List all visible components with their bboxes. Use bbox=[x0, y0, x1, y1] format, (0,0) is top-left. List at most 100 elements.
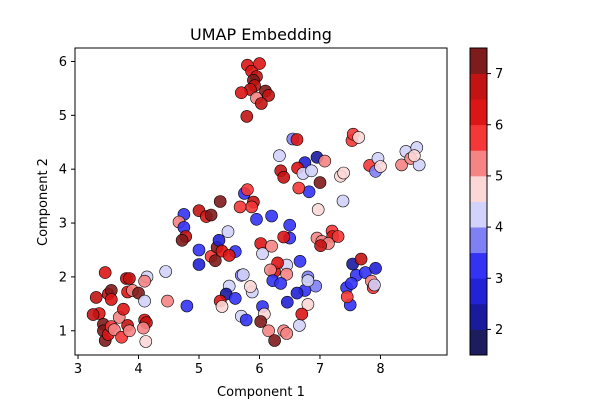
scatter-point bbox=[159, 265, 172, 278]
x-tick-label: 5 bbox=[195, 362, 203, 377]
scatter-point bbox=[331, 230, 345, 243]
scatter-point bbox=[262, 89, 275, 102]
scatter-point bbox=[292, 181, 306, 195]
scatter-point bbox=[352, 131, 366, 144]
scatter-point bbox=[244, 280, 257, 293]
colorbar-tick-label: 5 bbox=[495, 169, 503, 184]
scatter-point bbox=[301, 274, 315, 288]
scatter-point bbox=[250, 213, 263, 226]
scatter-point bbox=[354, 252, 368, 266]
colorbar-segment bbox=[470, 303, 487, 330]
colorbar-segment bbox=[470, 124, 487, 151]
scatter-point bbox=[117, 302, 130, 316]
scatter-point bbox=[337, 166, 350, 180]
colorbar-segment bbox=[470, 150, 487, 177]
scatter-point bbox=[301, 298, 315, 311]
scatter-point bbox=[209, 254, 222, 268]
scatter-point bbox=[138, 274, 151, 288]
colorbar-frame bbox=[469, 47, 488, 356]
colorbar-tick-label: 2 bbox=[495, 323, 503, 338]
scatter-point bbox=[180, 299, 194, 313]
scatter-point bbox=[204, 208, 218, 222]
colorbar-segment bbox=[470, 252, 487, 279]
colorbar-segment bbox=[470, 201, 487, 228]
scatter-point bbox=[336, 194, 350, 208]
colorbar: 2 3 4 5 6 7 bbox=[469, 47, 503, 356]
scatter-point bbox=[161, 294, 174, 308]
colorbar-segment bbox=[470, 329, 487, 356]
scatter-point bbox=[340, 290, 354, 304]
x-ticks: 3 4 5 6 7 8 bbox=[74, 355, 385, 377]
scatter-point bbox=[374, 160, 387, 173]
scatter-point bbox=[241, 183, 254, 196]
colorbar-segment bbox=[470, 48, 487, 74]
scatter-point bbox=[290, 133, 304, 146]
scatter-point bbox=[311, 203, 325, 216]
plot-frame bbox=[74, 47, 448, 356]
scatter-point bbox=[280, 295, 294, 309]
scatter-point bbox=[277, 230, 291, 244]
x-tick-label: 8 bbox=[376, 362, 384, 377]
colorbar-tick-label: 4 bbox=[495, 221, 503, 236]
y-tick-label: 2 bbox=[59, 270, 67, 285]
scatter-point bbox=[236, 268, 250, 282]
scatter-point bbox=[222, 249, 236, 262]
scatter-point bbox=[274, 277, 288, 290]
scatter-point bbox=[368, 278, 381, 292]
scatter-point bbox=[277, 171, 291, 184]
x-tick-label: 7 bbox=[316, 362, 324, 377]
scatter-point bbox=[280, 327, 294, 340]
scatter-point bbox=[192, 258, 206, 271]
y-axis-label: Component 2 bbox=[36, 158, 51, 246]
scatter-point bbox=[139, 335, 153, 348]
scatter-point bbox=[369, 261, 382, 275]
scatter-point bbox=[213, 195, 227, 208]
x-tick-label: 6 bbox=[255, 362, 263, 377]
scatter-point bbox=[253, 57, 266, 70]
y-tick-label: 3 bbox=[59, 217, 67, 232]
scatter-point bbox=[265, 239, 278, 253]
scatter-point bbox=[268, 334, 281, 347]
colorbar-segment bbox=[470, 73, 487, 100]
scatter-point bbox=[264, 263, 277, 277]
y-tick-label: 6 bbox=[59, 55, 67, 70]
colorbar-segment bbox=[470, 175, 487, 202]
scatter-point bbox=[235, 86, 248, 99]
chart-title: UMAP Embedding bbox=[190, 25, 332, 44]
scatter-point bbox=[254, 315, 268, 328]
scatter-point bbox=[192, 243, 206, 257]
scatter-point bbox=[105, 293, 118, 306]
colorbar-segment bbox=[470, 99, 487, 126]
colorbar-segment bbox=[470, 278, 487, 305]
y-tick-label: 4 bbox=[59, 163, 67, 178]
y-tick-label: 1 bbox=[59, 324, 67, 339]
scatter-point bbox=[314, 239, 327, 252]
x-tick-label: 3 bbox=[74, 362, 82, 377]
scatter-point bbox=[305, 164, 318, 178]
scatter-point bbox=[293, 319, 306, 332]
scatter-point bbox=[283, 218, 297, 232]
scatter-point bbox=[345, 277, 358, 290]
scatter-point bbox=[395, 158, 408, 172]
scatter-point bbox=[240, 110, 254, 123]
scatter-point bbox=[254, 97, 268, 110]
y-ticks: 1 2 3 4 5 6 bbox=[59, 55, 75, 339]
scatter-point bbox=[212, 234, 226, 247]
scatter-point bbox=[273, 149, 286, 162]
scatter-point bbox=[407, 149, 421, 162]
scatter-point bbox=[221, 225, 235, 238]
colorbar-tick-label: 6 bbox=[495, 118, 503, 133]
y-tick-label: 5 bbox=[59, 109, 67, 124]
x-axis-label: Component 1 bbox=[217, 385, 305, 400]
scatter-point bbox=[295, 307, 309, 321]
scatter-point bbox=[175, 234, 189, 247]
points-layer bbox=[86, 57, 426, 348]
scatter-point bbox=[245, 200, 258, 214]
scatter-point bbox=[239, 313, 253, 327]
scatter-point bbox=[215, 300, 229, 313]
scatter-point bbox=[89, 291, 103, 304]
colorbar-tick-label: 3 bbox=[495, 272, 503, 287]
scatter-point bbox=[262, 324, 275, 338]
